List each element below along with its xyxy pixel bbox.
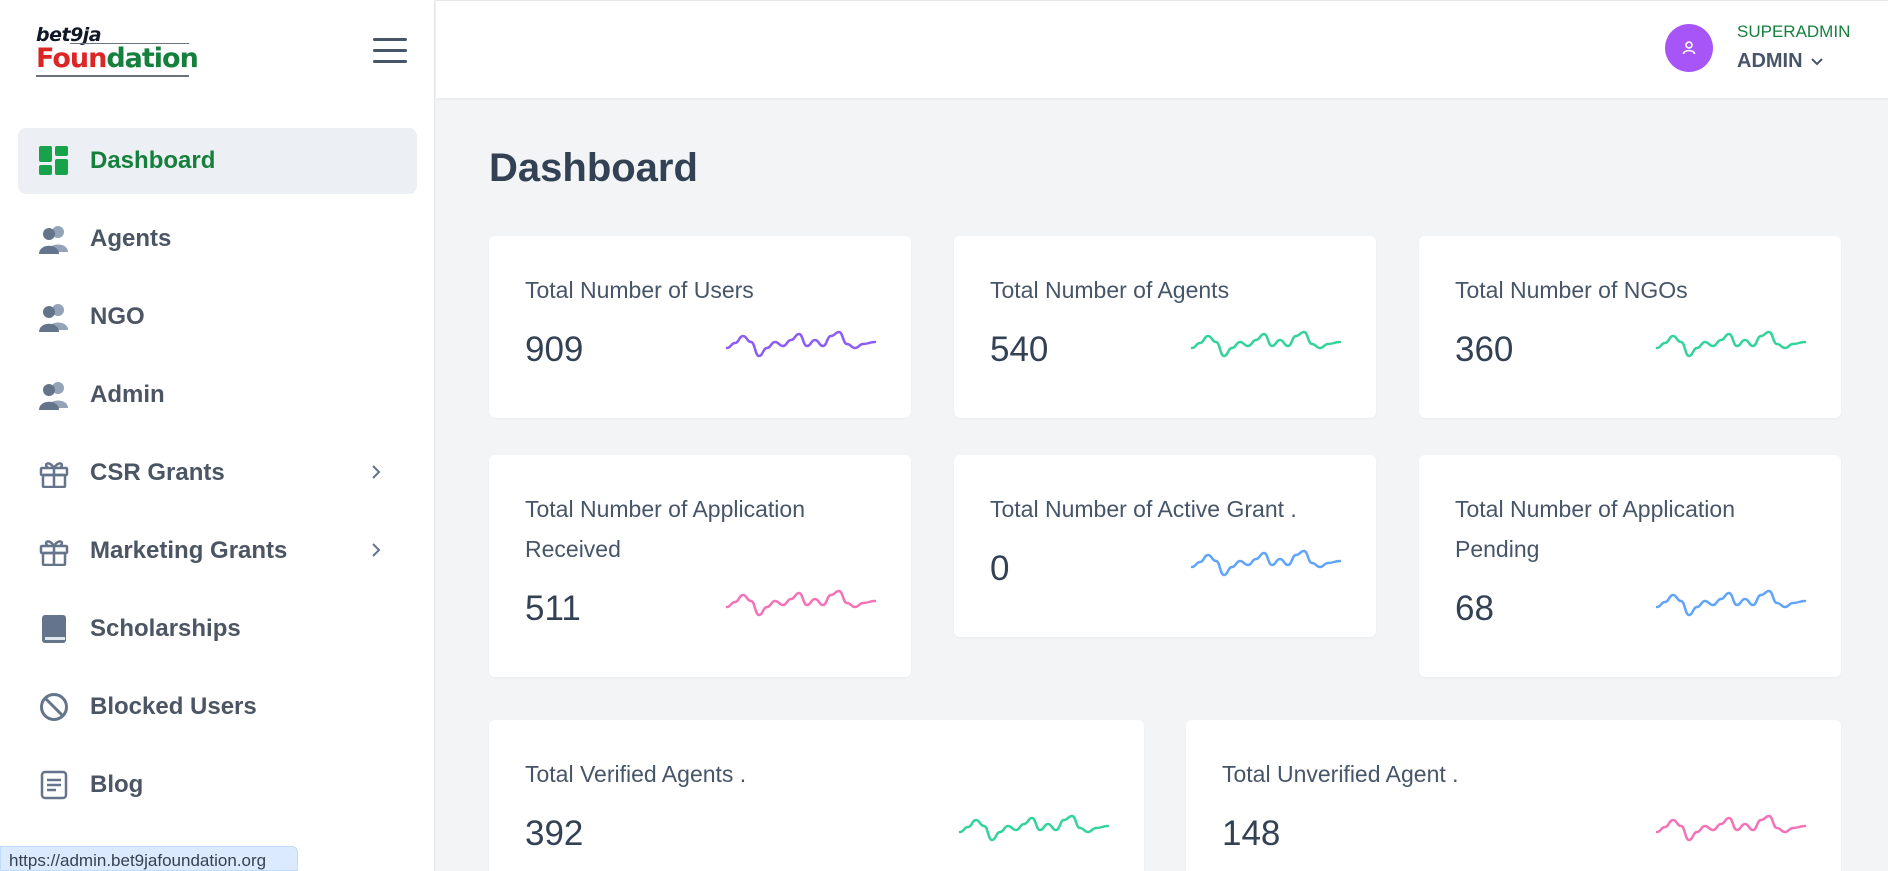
stat-card-title: Total Number of Active Grant . (990, 496, 1297, 522)
sidebar-item-label: Agents (90, 225, 172, 252)
chevron-down-icon (1810, 57, 1823, 65)
stat-card-value: 540 (990, 330, 1049, 369)
chevron-right-icon (372, 543, 381, 557)
sidebar-item-csr-grants[interactable]: CSR Grants (18, 440, 417, 506)
sparkline-path (1190, 549, 1342, 577)
stat-card-value: 511 (525, 589, 581, 628)
sidebar-item-scholarships[interactable]: Scholarships (18, 596, 417, 662)
sidebar-item-label: Marketing Grants (90, 537, 288, 564)
user-name: ADMIN (1737, 50, 1803, 72)
stat-card-verified-agents: Total Verified Agents . 392 (489, 720, 1144, 871)
book-icon (38, 613, 70, 645)
stat-card-title: Total Verified Agents . (525, 761, 747, 787)
logo-top-text: bet9ja (36, 24, 102, 46)
stat-card-active-grant: Total Number of Active Grant . 0 (954, 455, 1376, 637)
sparkline-path (1655, 589, 1807, 617)
stat-card-applications-received: Total Number of Application Received 511 (489, 455, 911, 677)
sidebar-item-marketing-grants[interactable]: Marketing Grants (18, 518, 417, 584)
page-title: Dashboard (489, 146, 698, 190)
stat-card-title: Total Number of Application Pending (1455, 496, 1735, 562)
sidebar-item-label: CSR Grants (90, 459, 225, 486)
gift-icon (38, 457, 70, 489)
user-role: SUPERADMIN (1737, 22, 1851, 41)
sparkline-chart (725, 330, 877, 358)
users-icon (38, 301, 70, 333)
sidebar-menu: Dashboard Agents NGO Admin CSR Grants (18, 128, 417, 830)
stat-card-value: 909 (525, 330, 584, 369)
logo-bottom-text: Foundation (36, 43, 199, 74)
sidebar-item-label: Blog (90, 771, 144, 798)
sidebar-item-agents[interactable]: Agents (18, 206, 417, 272)
sparkline-path (725, 589, 877, 617)
top-header (436, 0, 1888, 98)
bet9ja-foundation-logo[interactable]: bet9ja Foundation (36, 24, 199, 77)
sparkline-chart (1655, 589, 1807, 617)
stat-card-applications-pending: Total Number of Application Pending 68 (1419, 455, 1841, 677)
stat-card-value: 360 (1455, 330, 1514, 369)
sidebar-item-label: Blocked Users (90, 693, 257, 720)
status-bar-url: https://admin.bet9jafoundation.org (0, 846, 298, 871)
stat-card-title: Total Number of Agents (990, 277, 1230, 303)
sparkline-path (958, 814, 1110, 842)
stat-card-unverified-agents: Total Unverified Agent . 148 (1186, 720, 1841, 871)
gift-icon (38, 535, 70, 567)
stat-card-title: Total Number of Users (525, 277, 754, 303)
stat-card-value: 148 (1222, 814, 1281, 853)
sidebar-item-dashboard[interactable]: Dashboard (18, 128, 417, 194)
sidebar-item-admin[interactable]: Admin (18, 362, 417, 428)
blocked-icon (38, 691, 70, 723)
users-icon (38, 379, 70, 411)
blog-icon (38, 769, 70, 801)
sparkline-chart (1655, 814, 1807, 842)
sparkline-chart (1190, 549, 1342, 577)
stat-card-title: Total Number of NGOs (1455, 277, 1688, 303)
stat-card-users: Total Number of Users 909 (489, 236, 911, 418)
stat-card-agents: Total Number of Agents 540 (954, 236, 1376, 418)
logo-underline (36, 75, 189, 77)
user-menu-dropdown[interactable]: ADMIN (1737, 50, 1823, 73)
stat-card-value: 392 (525, 814, 584, 853)
sidebar-item-label: Admin (90, 381, 165, 408)
sparkline-path (725, 330, 877, 358)
user-icon (1682, 41, 1696, 55)
sidebar-item-label: Scholarships (90, 615, 241, 642)
sparkline-chart (958, 814, 1110, 842)
stat-card-ngos: Total Number of NGOs 360 (1419, 236, 1841, 418)
logo-divider (70, 43, 189, 44)
sidebar-item-label: Dashboard (90, 147, 216, 174)
hamburger-menu-icon[interactable] (373, 38, 407, 64)
sparkline-path (1655, 330, 1807, 358)
users-icon (38, 223, 70, 255)
sparkline-path (1655, 814, 1807, 842)
stat-card-value: 0 (990, 549, 1010, 588)
sidebar-item-label: NGO (90, 303, 145, 330)
dashboard-grid-icon (38, 145, 70, 177)
sidebar-item-ngo[interactable]: NGO (18, 284, 417, 350)
sparkline-chart (725, 589, 877, 617)
stat-card-title: Total Number of Application Received (525, 496, 805, 562)
sidebar: bet9ja Foundation Dashboard Agents NGO (0, 0, 435, 871)
sparkline-chart (1655, 330, 1807, 358)
stat-card-title: Total Unverified Agent . (1222, 761, 1459, 787)
avatar[interactable] (1665, 24, 1713, 72)
sparkline-path (1190, 330, 1342, 358)
sidebar-item-blog[interactable]: Blog (18, 752, 417, 818)
chevron-right-icon (372, 465, 381, 479)
stat-card-value: 68 (1455, 589, 1494, 628)
sidebar-item-blocked-users[interactable]: Blocked Users (18, 674, 417, 740)
sparkline-chart (1190, 330, 1342, 358)
